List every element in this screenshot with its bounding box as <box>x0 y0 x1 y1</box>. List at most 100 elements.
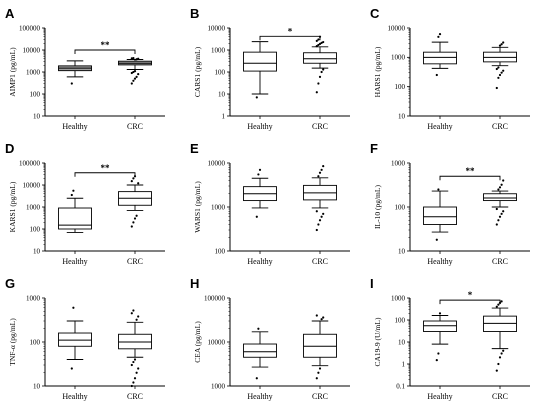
outlier-point <box>315 228 318 232</box>
x-category-label: CRC <box>492 392 508 401</box>
y-tick-label: 100000 <box>19 159 41 167</box>
iqr-box <box>483 193 517 202</box>
y-axis-title: CARS1 (pg/mL) <box>193 46 202 97</box>
panel-g: G 10 100 1000 TNF-α (pg/mL) Healthy CRC <box>5 276 165 401</box>
y-tick-label: 1000 <box>211 382 226 390</box>
iqr-box <box>423 51 457 65</box>
outlier-point <box>502 210 505 213</box>
y-axis-title: WARS1 (pg/mL) <box>193 181 202 233</box>
significance-label: * <box>468 290 473 300</box>
y-tick-label: 10 <box>398 247 406 255</box>
y-tick-label: 1000 <box>26 294 41 302</box>
x-category-label: CRC <box>312 392 328 401</box>
iqr-box <box>58 207 92 230</box>
outlier-point <box>258 168 262 171</box>
outlier-point <box>132 79 135 82</box>
outlier-point <box>500 300 503 303</box>
x-category-label: Healthy <box>247 122 272 131</box>
y-tick-label: 10000 <box>388 24 406 32</box>
outlier-point <box>135 75 138 78</box>
x-category-label: CRC <box>492 122 508 131</box>
outlier-point <box>130 71 133 75</box>
x-category-label: CRC <box>127 122 143 131</box>
panel-h: H 1000 10000 100000 CEA (pg/mL) Healthy CRC <box>190 276 350 401</box>
outlier-point <box>317 371 320 374</box>
y-tick-label: 1 <box>402 360 406 368</box>
outlier-point <box>500 71 503 74</box>
outlier-point <box>497 66 500 69</box>
iqr-box <box>423 320 457 332</box>
y-tick-label: 10 <box>33 112 41 120</box>
outlier-point <box>500 183 503 186</box>
iqr-box <box>243 343 277 358</box>
outlier-point <box>130 82 133 85</box>
outlier-point <box>132 309 135 312</box>
outlier-point <box>438 32 442 36</box>
panel-letter: I <box>370 276 374 291</box>
y-axis-title: TNF-α (pg/mL) <box>8 318 17 366</box>
outlier-point <box>70 367 73 370</box>
y-tick-label: 1000 <box>26 203 41 211</box>
outlier-point <box>132 56 135 60</box>
outlier-point <box>317 175 320 178</box>
significance-label: ** <box>466 166 476 176</box>
outlier-point <box>137 57 140 60</box>
outlier-point <box>497 76 500 79</box>
x-category-label: Healthy <box>247 257 272 266</box>
outlier-point <box>135 371 138 374</box>
outlier-point <box>322 212 325 215</box>
box-crc <box>118 309 152 388</box>
box-crc <box>483 41 517 90</box>
x-category-label: Healthy <box>427 392 452 401</box>
box-healthy <box>243 41 277 99</box>
outlier-point <box>500 352 503 355</box>
outlier-point <box>130 363 133 367</box>
outlier-point <box>500 43 503 46</box>
iqr-box <box>58 332 92 347</box>
outlier-point <box>320 318 323 321</box>
y-tick-label: 100 <box>395 203 406 211</box>
outlier-point <box>133 358 137 361</box>
y-tick-label: 100 <box>215 68 226 76</box>
y-tick-label: 10 <box>33 382 41 390</box>
outlier-point <box>502 69 505 72</box>
box-healthy <box>58 189 92 233</box>
outlier-point <box>317 82 320 85</box>
outlier-point <box>132 381 135 384</box>
outlier-point <box>72 189 75 192</box>
outlier-point <box>135 214 138 217</box>
outlier-point <box>437 188 440 191</box>
x-category-label: Healthy <box>247 392 272 401</box>
y-tick-label: 1000 <box>391 54 406 62</box>
y-tick-label: 10000 <box>208 24 226 32</box>
outlier-point <box>130 312 133 315</box>
box-healthy <box>423 32 457 77</box>
outlier-point <box>497 188 500 191</box>
outlier-point <box>498 44 502 47</box>
box-crc <box>303 314 337 380</box>
box-crc <box>118 56 152 85</box>
y-tick-label: 1 <box>222 112 226 120</box>
outlier-point <box>497 303 500 306</box>
box-healthy <box>423 312 457 362</box>
y-tick-label: 10000 <box>208 159 226 167</box>
x-category-label: Healthy <box>427 122 452 131</box>
outlier-point <box>317 223 320 226</box>
y-tick-label: 100000 <box>19 24 41 32</box>
outlier-point <box>318 219 322 222</box>
outlier-point <box>130 225 133 228</box>
outlier-point <box>132 177 135 180</box>
outlier-point <box>132 221 135 224</box>
outlier-point <box>495 67 498 71</box>
x-category-label: CRC <box>312 122 328 131</box>
outlier-point <box>502 349 505 352</box>
outlier-point <box>322 40 325 44</box>
outlier-point <box>318 42 322 45</box>
box-healthy <box>58 306 92 370</box>
panel-i: I 0.1 1 10 100 1000 CA19-9 (U/mL) Healthy CRC * <box>370 276 530 401</box>
outlier-point <box>322 68 325 71</box>
outlier-point <box>70 193 73 197</box>
outlier-point <box>133 77 137 80</box>
significance-bracket <box>439 299 501 305</box>
outlier-point <box>495 223 498 226</box>
